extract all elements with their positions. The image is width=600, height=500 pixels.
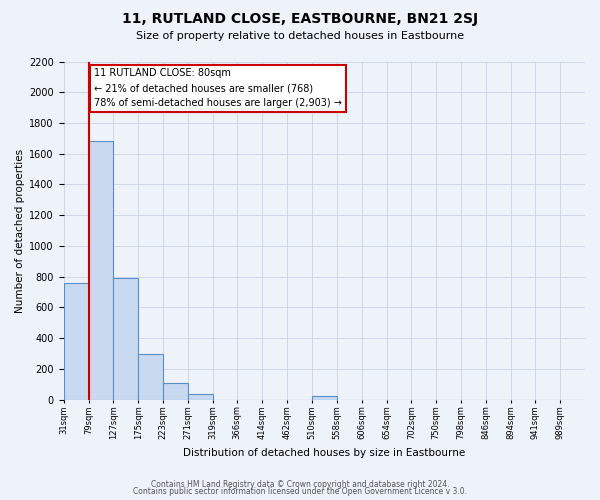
- Bar: [113, 278, 138, 400]
- Text: 11, RUTLAND CLOSE, EASTBOURNE, BN21 2SJ: 11, RUTLAND CLOSE, EASTBOURNE, BN21 2SJ: [122, 12, 478, 26]
- Bar: [312, 396, 337, 400]
- Text: Contains public sector information licensed under the Open Government Licence v : Contains public sector information licen…: [133, 487, 467, 496]
- Bar: [64, 283, 89, 400]
- Bar: [163, 382, 188, 400]
- Text: Size of property relative to detached houses in Eastbourne: Size of property relative to detached ho…: [136, 31, 464, 41]
- Y-axis label: Number of detached properties: Number of detached properties: [15, 148, 25, 312]
- Bar: [138, 354, 163, 400]
- Text: 11 RUTLAND CLOSE: 80sqm
← 21% of detached houses are smaller (768)
78% of semi-d: 11 RUTLAND CLOSE: 80sqm ← 21% of detache…: [94, 68, 342, 108]
- Text: Contains HM Land Registry data © Crown copyright and database right 2024.: Contains HM Land Registry data © Crown c…: [151, 480, 449, 489]
- Bar: [188, 394, 213, 400]
- X-axis label: Distribution of detached houses by size in Eastbourne: Distribution of detached houses by size …: [183, 448, 466, 458]
- Bar: [89, 142, 113, 400]
